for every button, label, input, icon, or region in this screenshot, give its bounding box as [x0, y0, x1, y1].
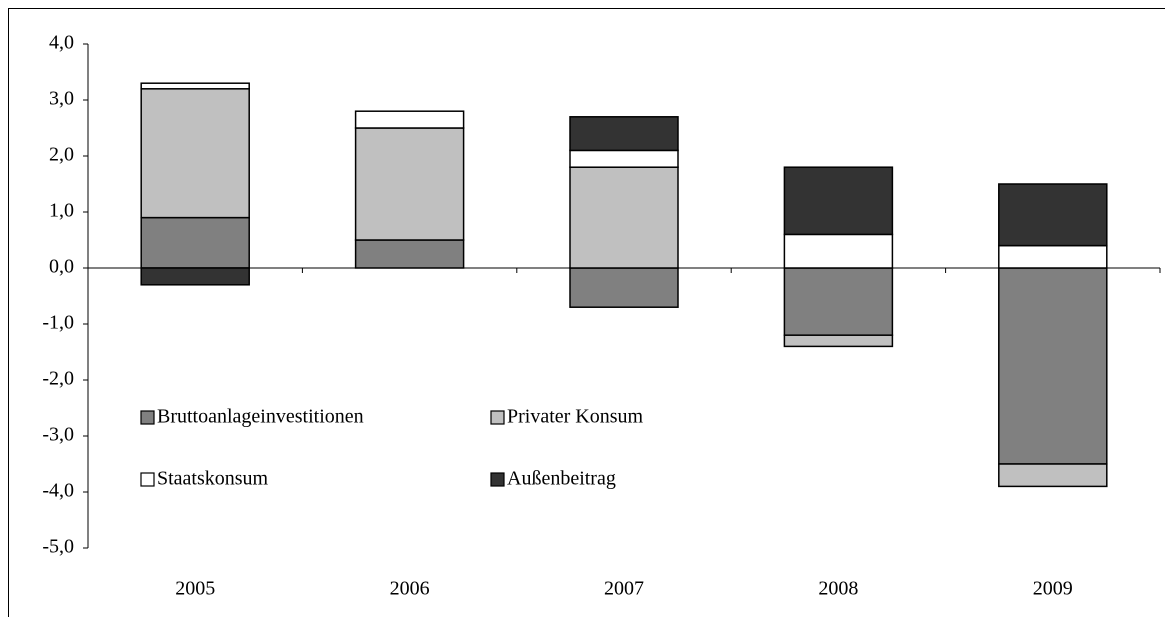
- bar-segment: [998, 244, 1108, 269]
- y-tick-label: -3,0: [42, 424, 74, 446]
- bar-segment: [569, 267, 679, 308]
- bar-segment: [569, 149, 679, 168]
- bar-segment: [569, 166, 679, 269]
- bar-segment: [998, 267, 1108, 465]
- x-tick-label: 2008: [818, 578, 858, 600]
- bar-segment: [354, 110, 465, 129]
- legend-swatch: [490, 410, 505, 425]
- legend-label: Privater Konsum: [507, 406, 644, 428]
- y-tick-label: 2,0: [49, 144, 74, 166]
- y-tick-label: 3,0: [49, 88, 74, 110]
- bar-segment: [998, 183, 1108, 247]
- y-tick-label: 4,0: [49, 32, 74, 54]
- y-tick-label: 0,0: [49, 256, 74, 278]
- legend-swatch: [140, 410, 155, 425]
- frame: [8, 8, 1165, 617]
- bar-segment: [783, 233, 894, 269]
- legend-swatch: [490, 472, 505, 487]
- bar-segment: [783, 166, 894, 236]
- bar-segment: [783, 334, 894, 348]
- bar-segment: [998, 463, 1108, 488]
- bar-segment: [354, 239, 465, 269]
- bar-segment: [140, 88, 250, 219]
- legend-swatch: [140, 472, 155, 487]
- legend-label: Bruttoanlageinvestitionen: [157, 406, 364, 428]
- y-tick-label: -5,0: [42, 536, 74, 558]
- y-tick-label: -2,0: [42, 368, 74, 390]
- x-tick-label: 2005: [175, 578, 215, 600]
- x-tick-label: 2009: [1033, 578, 1073, 600]
- x-tick-label: 2007: [604, 578, 644, 600]
- bar-segment: [140, 216, 250, 269]
- bar-segment: [354, 127, 465, 241]
- legend-label: Staatskonsum: [157, 468, 269, 490]
- y-tick-label: -4,0: [42, 480, 74, 502]
- x-tick-label: 2006: [390, 578, 430, 600]
- bar-segment: [783, 267, 894, 336]
- legend-label: Außenbeitrag: [507, 468, 616, 490]
- bar-segment: [140, 82, 250, 90]
- y-tick-label: -1,0: [42, 312, 74, 334]
- y-tick-label: 1,0: [49, 200, 74, 222]
- bar-segment: [569, 116, 679, 152]
- bar-segment: [140, 267, 250, 286]
